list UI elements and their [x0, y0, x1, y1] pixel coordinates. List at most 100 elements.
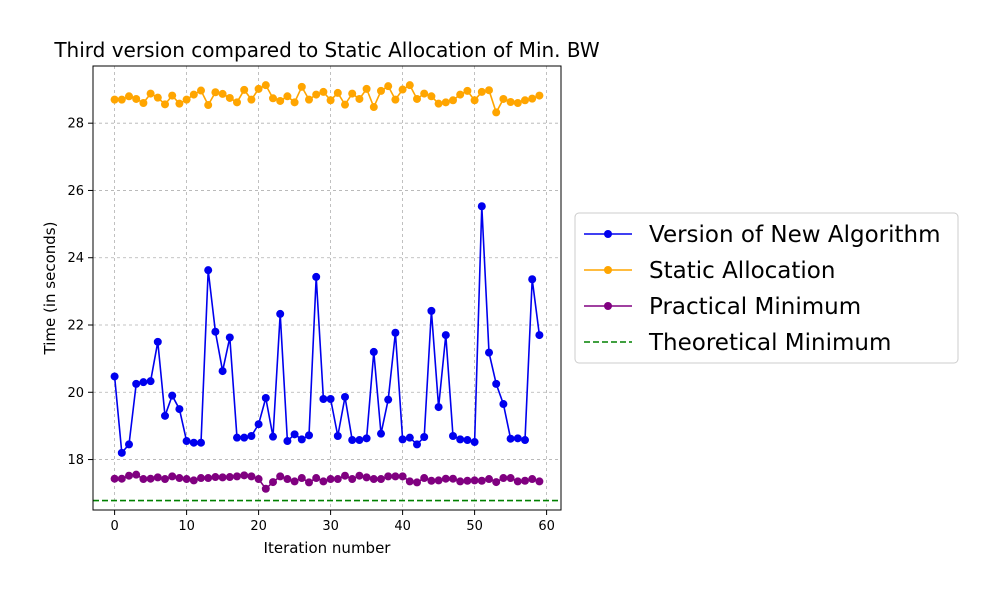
data-point-version-of-new-algorithm	[153, 337, 162, 346]
y-axis-label: Time (in seconds)	[41, 222, 59, 356]
data-point-static-allocation	[168, 91, 177, 100]
data-point-practical-minimum	[384, 472, 393, 481]
data-point-version-of-new-algorithm	[211, 327, 220, 336]
data-point-version-of-new-algorithm	[521, 436, 529, 445]
data-point-practical-minimum	[499, 474, 508, 483]
data-point-static-allocation	[341, 100, 349, 109]
data-point-version-of-new-algorithm	[218, 367, 227, 376]
data-point-static-allocation	[521, 96, 529, 105]
data-point-static-allocation	[312, 90, 321, 99]
data-point-static-allocation	[506, 97, 515, 106]
data-point-static-allocation	[413, 94, 421, 103]
data-point-static-allocation	[456, 90, 465, 99]
data-point-version-of-new-algorithm	[110, 372, 119, 381]
data-point-static-allocation	[153, 93, 162, 102]
data-point-static-allocation	[297, 82, 306, 91]
data-point-version-of-new-algorithm	[427, 306, 436, 315]
data-point-practical-minimum	[125, 471, 133, 480]
x-tick-label: 40	[394, 519, 411, 534]
data-point-practical-minimum	[348, 475, 357, 484]
data-point-version-of-new-algorithm	[348, 436, 357, 445]
data-point-version-of-new-algorithm	[377, 429, 385, 438]
data-point-version-of-new-algorithm	[189, 438, 198, 447]
x-axis-ticks: 0 10 20 30 40 50 60	[110, 510, 555, 534]
data-point-version-of-new-algorithm	[434, 403, 443, 412]
series-version-of-new-algorithm	[110, 202, 544, 457]
data-point-version-of-new-algorithm	[254, 420, 263, 429]
data-point-version-of-new-algorithm	[132, 379, 141, 388]
data-point-practical-minimum	[161, 475, 169, 484]
data-point-static-allocation	[269, 94, 277, 103]
data-point-version-of-new-algorithm	[441, 331, 450, 340]
data-point-practical-minimum	[283, 475, 292, 484]
data-point-practical-minimum	[449, 474, 457, 483]
data-point-version-of-new-algorithm	[117, 448, 126, 457]
data-point-version-of-new-algorithm	[456, 435, 465, 444]
series-practical-minimum	[110, 470, 544, 493]
data-point-practical-minimum	[225, 473, 234, 482]
data-point-version-of-new-algorithm	[168, 391, 177, 400]
data-point-practical-minimum	[341, 471, 349, 480]
data-point-static-allocation	[146, 89, 155, 98]
x-tick-label: 50	[466, 519, 483, 534]
y-axis-ticks: 18 20 22 24 26 28	[67, 117, 93, 468]
data-point-practical-minimum	[297, 474, 306, 483]
data-point-version-of-new-algorithm	[305, 431, 313, 440]
data-point-version-of-new-algorithm	[420, 433, 429, 442]
data-point-practical-minimum	[420, 474, 429, 483]
data-point-version-of-new-algorithm	[225, 333, 234, 342]
data-point-practical-minimum	[528, 475, 537, 484]
x-axis-label: Iteration number	[264, 539, 392, 557]
data-point-static-allocation	[125, 92, 133, 101]
legend-item-practical-minimum: Practical Minimum	[584, 294, 861, 320]
data-point-static-allocation	[225, 93, 234, 102]
data-point-static-allocation	[305, 95, 313, 104]
legend-label-version-of-new-algorithm: Version of New Algorithm	[649, 222, 941, 248]
data-point-version-of-new-algorithm	[398, 435, 407, 444]
data-point-practical-minimum	[218, 473, 227, 482]
data-point-practical-minimum	[247, 472, 256, 481]
data-point-practical-minimum	[146, 474, 155, 483]
data-point-version-of-new-algorithm	[506, 434, 515, 443]
data-point-version-of-new-algorithm	[499, 400, 508, 409]
legend-item-version-of-new-algorithm: Version of New Algorithm	[584, 222, 941, 248]
data-point-static-allocation	[211, 88, 220, 97]
data-point-static-allocation	[377, 86, 385, 95]
data-point-version-of-new-algorithm	[391, 328, 400, 337]
data-point-version-of-new-algorithm	[290, 430, 299, 439]
data-point-practical-minimum	[513, 477, 522, 486]
data-point-static-allocation	[384, 82, 393, 91]
data-point-static-allocation	[254, 84, 263, 93]
data-point-practical-minimum	[535, 477, 544, 486]
data-point-static-allocation	[290, 98, 299, 107]
data-point-static-allocation	[528, 94, 537, 103]
data-point-static-allocation	[427, 92, 436, 101]
data-point-static-allocation	[132, 94, 141, 103]
data-point-version-of-new-algorithm	[276, 309, 285, 318]
data-point-static-allocation	[355, 94, 364, 103]
data-point-static-allocation	[182, 95, 191, 104]
data-point-practical-minimum	[254, 475, 263, 484]
data-point-version-of-new-algorithm	[146, 377, 155, 386]
y-tick-label: 18	[67, 453, 84, 468]
data-point-practical-minimum	[276, 472, 285, 481]
series-line-version-of-new-algorithm	[113, 206, 541, 455]
data-point-practical-minimum	[312, 474, 321, 483]
data-point-static-allocation	[319, 87, 328, 96]
data-point-version-of-new-algorithm	[197, 438, 205, 447]
data-point-static-allocation	[441, 98, 450, 107]
data-point-version-of-new-algorithm	[362, 434, 371, 443]
data-point-version-of-new-algorithm	[182, 437, 191, 446]
x-tick-label: 20	[250, 519, 267, 534]
y-tick-label: 20	[67, 386, 84, 401]
data-point-version-of-new-algorithm	[341, 392, 349, 401]
data-point-version-of-new-algorithm	[240, 433, 249, 442]
data-point-static-allocation	[197, 86, 205, 95]
data-point-practical-minimum	[391, 472, 400, 481]
data-point-practical-minimum	[233, 472, 241, 481]
legend-item-static-allocation: Static Allocation	[584, 258, 835, 284]
data-point-static-allocation	[261, 81, 270, 90]
data-point-static-allocation	[283, 92, 292, 101]
data-point-static-allocation	[348, 89, 357, 98]
